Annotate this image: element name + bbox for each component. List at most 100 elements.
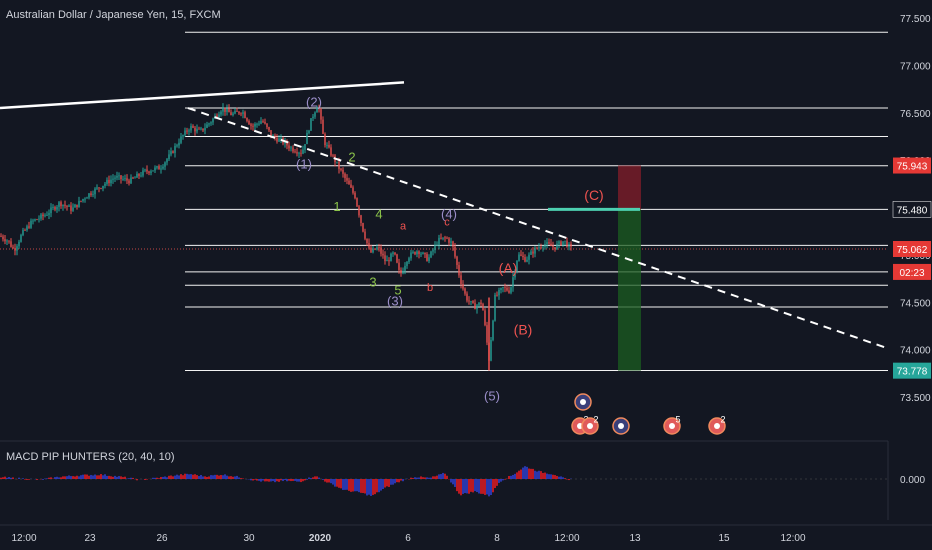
event-icon[interactable]: 5	[663, 414, 681, 435]
candle-body	[428, 257, 430, 262]
candle-body	[370, 247, 372, 253]
candle-body	[156, 166, 158, 168]
candle-body	[200, 128, 202, 130]
candle-body	[554, 247, 556, 250]
candle-body	[254, 123, 256, 127]
event-icon[interactable]: 2	[581, 414, 599, 435]
candle-body	[60, 202, 62, 207]
candle-body	[382, 253, 384, 256]
macd-bar	[426, 477, 428, 479]
macd-bar	[336, 479, 338, 487]
x-tick-label: 12:00	[554, 533, 579, 544]
macd-bar	[254, 479, 256, 480]
event-icon[interactable]: 2	[708, 414, 726, 435]
candle-body	[132, 177, 134, 179]
macd-bar	[444, 473, 446, 479]
macd-bar	[536, 471, 538, 479]
candle-body	[320, 109, 322, 120]
candle-body	[274, 135, 276, 138]
macd-bar	[156, 477, 158, 479]
macd-bar	[478, 479, 480, 494]
macd-bar	[518, 470, 520, 479]
y-tick-label: 77.500	[900, 14, 931, 25]
candle-body	[550, 243, 552, 247]
wave-label: (A)	[499, 260, 518, 276]
candle-body	[360, 215, 362, 224]
candle-body	[356, 198, 358, 207]
macd-bar	[164, 476, 166, 479]
candle-body	[404, 265, 406, 271]
candle-body	[330, 147, 332, 156]
candle-body	[246, 118, 248, 121]
macd-bar	[158, 478, 160, 479]
macd-bar	[296, 479, 298, 482]
macd-bar	[22, 478, 24, 479]
candle-body	[168, 154, 170, 160]
candle-body	[532, 251, 534, 254]
macd-bar	[474, 479, 476, 492]
candle-body	[556, 243, 558, 250]
macd-bar	[298, 479, 300, 482]
macd-bar	[146, 479, 148, 480]
candle-body	[316, 107, 318, 113]
candle-body	[498, 289, 500, 296]
candle-body	[104, 183, 106, 186]
macd-bar	[180, 474, 182, 479]
macd-bar	[392, 479, 394, 485]
candle-body	[416, 251, 418, 255]
candle-body	[172, 151, 174, 153]
candle-body	[548, 242, 550, 244]
candle-body	[224, 107, 226, 112]
candle-body	[558, 241, 560, 244]
macd-bar	[534, 470, 536, 479]
candle-body	[500, 288, 502, 290]
candle-body	[44, 215, 46, 217]
candle-body	[84, 198, 86, 200]
candle-body	[510, 287, 512, 293]
event-icon-dot	[618, 423, 624, 429]
candle-body	[112, 178, 114, 180]
event-icon[interactable]	[574, 393, 592, 411]
macd-bar	[396, 479, 398, 483]
macd-bar	[260, 479, 262, 482]
candle-body	[236, 110, 238, 112]
price-tag-bg	[893, 157, 931, 174]
macd-bar	[414, 477, 416, 479]
event-icon[interactable]	[612, 417, 630, 435]
event-icon-dot	[669, 423, 675, 429]
candle-body	[380, 247, 382, 254]
macd-bar	[346, 479, 348, 490]
candle-body	[216, 115, 218, 118]
macd-bar	[438, 474, 440, 479]
candle-body	[196, 128, 198, 132]
macd-bar	[458, 479, 460, 494]
macd-bar	[12, 477, 14, 479]
macd-bar	[252, 479, 254, 481]
macd-bar	[476, 479, 478, 493]
candle-body	[296, 152, 298, 154]
candle-body	[346, 178, 348, 181]
macd-bar	[446, 475, 448, 479]
price-tag-bg	[892, 201, 932, 218]
candle-body	[446, 237, 448, 239]
price-tag-label: 73.778	[897, 367, 928, 378]
candle-body	[6, 240, 8, 242]
candle-body	[524, 257, 526, 262]
stop-loss-zone	[618, 165, 641, 210]
candle-body	[336, 161, 338, 163]
macd-bar	[512, 474, 514, 479]
price-tag: 02:23	[893, 263, 931, 280]
price-tag-label: 02:23	[899, 268, 924, 279]
candle-body	[256, 123, 258, 125]
candle-body	[516, 260, 518, 272]
macd-bar	[154, 477, 156, 479]
price-tag-bg	[893, 263, 931, 280]
macd-bar	[370, 479, 372, 496]
candle-body	[414, 251, 416, 255]
price-layer	[0, 103, 572, 371]
candle-body	[474, 303, 476, 310]
macd-bar	[390, 479, 392, 485]
macd-bar	[202, 476, 204, 479]
candle-body	[176, 145, 178, 147]
